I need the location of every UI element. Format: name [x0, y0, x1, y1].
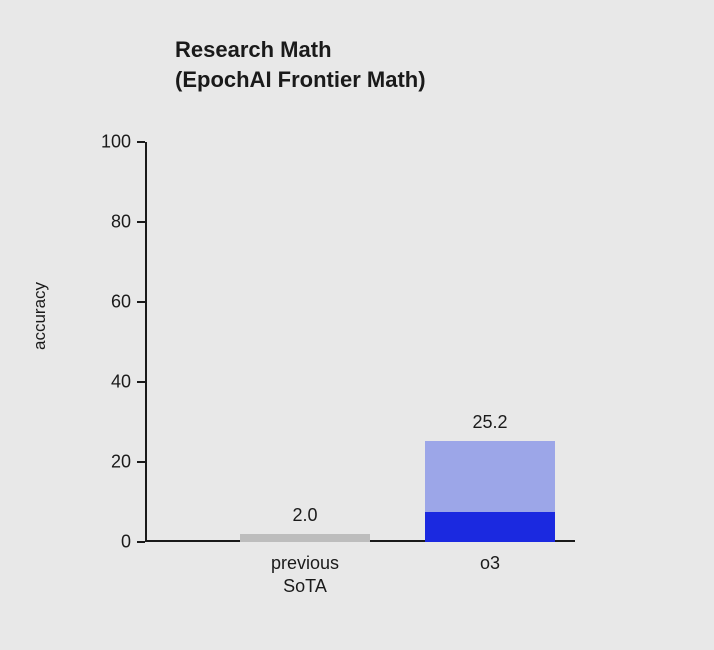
y-tick-label: 60 [111, 292, 131, 313]
y-tick-label: 100 [101, 132, 131, 153]
x-category-label: o3 [410, 552, 570, 575]
y-tick [137, 221, 145, 223]
bar-segment [425, 512, 555, 542]
bar: 25.2 [425, 441, 555, 542]
plot-area: 0204060801002.0previous SoTA25.2o3 [145, 142, 575, 542]
y-tick-label: 20 [111, 452, 131, 473]
bar: 2.0 [240, 534, 370, 542]
y-tick-label: 40 [111, 372, 131, 393]
y-tick [137, 381, 145, 383]
bar-value-label: 2.0 [292, 505, 317, 526]
y-tick-label: 80 [111, 212, 131, 233]
bar-segment [240, 534, 370, 542]
y-tick [137, 461, 145, 463]
y-axis-label: accuracy [30, 282, 50, 350]
y-axis-line [145, 142, 147, 542]
y-tick [137, 141, 145, 143]
bar-segment [425, 441, 555, 512]
y-tick-label: 0 [121, 532, 131, 553]
chart-canvas: Research Math (EpochAI Frontier Math) ac… [0, 0, 714, 650]
y-tick [137, 301, 145, 303]
bar-slot: 25.2o3 [425, 441, 555, 542]
chart-title: Research Math (EpochAI Frontier Math) [175, 35, 426, 94]
x-category-label: previous SoTA [225, 552, 385, 599]
bar-slot: 2.0previous SoTA [240, 534, 370, 542]
bar-value-label: 25.2 [472, 412, 507, 433]
y-tick [137, 541, 145, 543]
